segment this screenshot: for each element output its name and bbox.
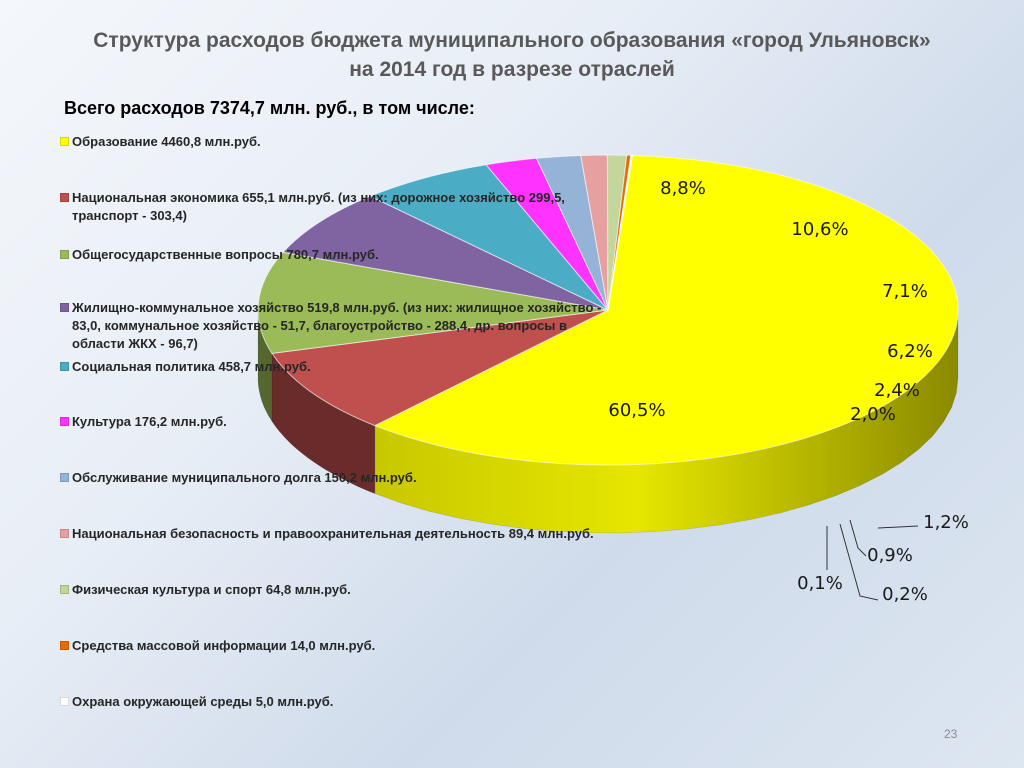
leader-line [849, 519, 867, 557]
pie-slice [282, 195, 609, 311]
legend-item: Обслуживание муниципального долга 150,2 … [60, 469, 605, 487]
legend-label: Охрана окружающей среды 5,0 млн.руб. [72, 694, 334, 709]
leader-line [877, 525, 919, 529]
pie-slice [607, 154, 633, 311]
page-number: 23 [944, 727, 958, 741]
legend-label: Жилищно-коммунальное хозяйство 519,8 млн… [72, 300, 602, 351]
data-label: 2,0% [850, 404, 896, 425]
legend-item: Образование 4460,8 млн.руб. [60, 133, 605, 151]
legend-item: Социальная политика 458,7 млн.руб. [60, 358, 605, 376]
total-expenses-text: Всего расходов 7374,7 млн. руб., в том ч… [64, 98, 475, 118]
pie-data-labels: 60,5% 8,8% 10,6% 7,1% 6,2% 2,4% 2,0% 1,2% 0,9% 0,… [608, 178, 968, 605]
data-label: 6,2% [887, 341, 933, 362]
leader-lines [826, 519, 919, 601]
pie-slice [257, 251, 609, 354]
data-label: 0,2% [882, 584, 928, 605]
slide-title: Структура расходов бюджета муниципальног… [40, 26, 984, 84]
slide-title-line1: Структура расходов бюджета муниципальног… [93, 29, 931, 52]
legend-label: Общегосударственные вопросы 780,7 млн.ру… [72, 247, 379, 262]
legend-item: Физическая культура и спорт 64,8 млн.руб… [60, 581, 605, 599]
legend-label: Физическая культура и спорт 64,8 млн.руб… [72, 582, 351, 597]
legend-swatch [60, 473, 69, 482]
legend-item: Охрана окружающей среды 5,0 млн.руб. [60, 693, 605, 711]
legend-label: Национальная безопасность и правоохранит… [72, 526, 594, 541]
data-label: 0,9% [867, 545, 913, 566]
data-label: 2,4% [874, 380, 920, 401]
legend-swatch [60, 585, 69, 594]
legend-item: Культура 176,2 млн.руб. [60, 413, 605, 431]
pie-slice [271, 309, 609, 427]
leader-line [839, 523, 879, 601]
legend-swatch [60, 641, 69, 650]
pie-slice [373, 154, 959, 466]
legend-swatch [60, 193, 69, 202]
data-label: 1,2% [923, 512, 969, 533]
legend-item: Жилищно-коммунальное хозяйство 519,8 млн… [60, 299, 605, 353]
legend-swatch [60, 529, 69, 538]
legend-item: Средства массовой информации 14,0 млн.ру… [60, 637, 605, 655]
legend-swatch [60, 250, 69, 259]
data-label: 8,8% [660, 178, 706, 199]
legend-swatch [60, 417, 69, 426]
legend-label: Средства массовой информации 14,0 млн.ру… [72, 638, 376, 653]
legend-item: Общегосударственные вопросы 780,7 млн.ру… [60, 246, 605, 264]
legend-label: Социальная политика 458,7 млн.руб. [72, 359, 311, 374]
pie-slice [369, 164, 609, 311]
legend-item: Национальная экономика 655,1 млн.руб. (и… [60, 189, 605, 225]
slide-title-line2: на 2014 год в разрезе отраслей [349, 58, 675, 81]
legend-label: Культура 176,2 млн.руб. [72, 414, 227, 429]
legend-swatch [60, 137, 69, 146]
legend-swatch [60, 362, 69, 371]
data-label: 60,5% [608, 400, 665, 421]
pie-top-faces [257, 154, 959, 466]
legend-item: Национальная безопасность и правоохранит… [60, 525, 605, 543]
legend-label: Образование 4460,8 млн.руб. [72, 134, 261, 149]
data-label: 10,6% [791, 219, 848, 240]
data-label: 0,1% [797, 573, 843, 594]
data-label: 7,1% [882, 281, 928, 302]
legend-label: Национальная экономика 655,1 млн.руб. (и… [72, 190, 565, 223]
legend-label: Обслуживание муниципального долга 150,2 … [72, 470, 417, 485]
legend-swatch [60, 303, 69, 312]
legend-swatch [60, 697, 69, 706]
